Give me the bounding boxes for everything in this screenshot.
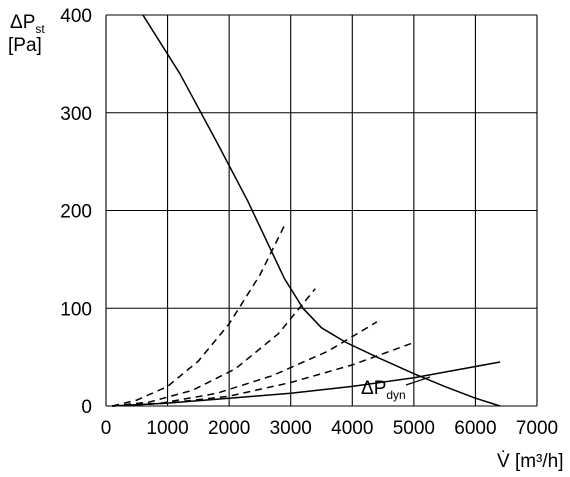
series-line-2 xyxy=(112,224,286,407)
x-tick-label: 2000 xyxy=(208,418,250,439)
y-axis-unit: [Pa] xyxy=(8,35,42,56)
annotation-leader-line xyxy=(405,376,431,386)
x-tick-label: 6000 xyxy=(454,418,496,439)
x-tick-label: 0 xyxy=(101,418,112,439)
annotation-main: ΔP xyxy=(361,378,386,399)
series-line-5 xyxy=(112,341,415,407)
x-tick-label: 5000 xyxy=(393,418,435,439)
series-line-1 xyxy=(142,14,501,407)
series-line-6 xyxy=(112,361,501,407)
y-tick-label: 300 xyxy=(60,104,92,125)
series-group xyxy=(112,14,501,407)
x-tick-label: 7000 xyxy=(516,418,558,439)
y-axis-label: ΔPst xyxy=(10,12,45,36)
annotation-dp-dyn: ΔPdyn xyxy=(361,378,406,402)
x-axis-label: V̇ [m³/h] xyxy=(497,451,564,472)
series-line-3 xyxy=(112,288,316,407)
x-tick-label: 4000 xyxy=(331,418,373,439)
y-axis-label-sub: st xyxy=(35,22,45,36)
annotation-sub: dyn xyxy=(386,388,405,402)
x-tick-label: 1000 xyxy=(146,418,188,439)
x-tick-label: 3000 xyxy=(270,418,312,439)
y-axis-label-main: ΔP xyxy=(10,12,35,33)
grid xyxy=(105,14,538,407)
y-tick-label: 100 xyxy=(60,299,92,320)
y-tick-label: 0 xyxy=(81,397,92,418)
tick-labels: 0 1000 2000 3000 4000 5000 6000 7000 0 100 200 300 4… xyxy=(60,6,558,439)
y-tick-label: 200 xyxy=(60,202,92,223)
y-tick-label: 400 xyxy=(60,6,92,27)
